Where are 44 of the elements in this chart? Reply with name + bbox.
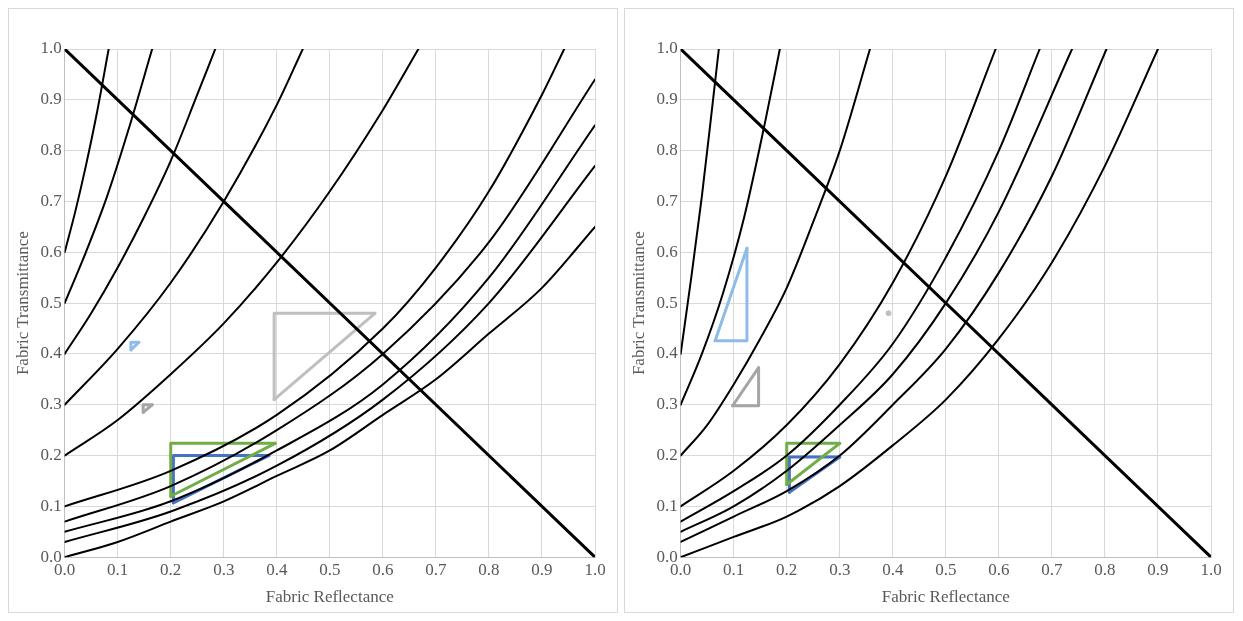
y-tick-label: 0.6	[656, 241, 678, 261]
y-tick-label: 0.9	[40, 89, 62, 109]
y-tick-label: 1.0	[656, 38, 678, 58]
x-tick-label: 0.1	[107, 559, 129, 579]
y-tick-label: 1.0	[40, 38, 62, 58]
x-tick-label: 0.3	[213, 559, 235, 579]
y-tick-label: 0.2	[40, 445, 62, 465]
y-tick-label: 0.3	[656, 394, 678, 414]
y-tick-label: 0.3	[40, 394, 62, 414]
y-tick-label: 0.7	[656, 190, 679, 210]
x-tick-label: 0.3	[829, 559, 851, 579]
x-tick-label: 0.8	[478, 559, 500, 579]
x-tick-label: 0.6	[988, 559, 1010, 579]
y-axis-title: Fabric Transmittance	[628, 231, 648, 376]
x-tick-label: 0.7	[425, 559, 448, 579]
x-tick-label: 0.4	[882, 559, 904, 579]
y-tick-label: 0.4	[40, 343, 63, 363]
y-tick-label: 0.1	[40, 495, 62, 515]
x-tick-label: 0.6	[372, 559, 394, 579]
y-tick-label: 0.6	[40, 241, 62, 261]
x-tick-label: 0.7	[1041, 559, 1064, 579]
y-tick-label: 0.9	[656, 89, 678, 109]
x-tick-label: 0.9	[1147, 559, 1169, 579]
x-tick-label: 0.4	[266, 559, 288, 579]
x-tick-label: 0.5	[935, 559, 957, 579]
x-tick-label: 0.8	[1094, 559, 1116, 579]
x-tick-label: 1.0	[584, 559, 606, 579]
x-tick-label: 0.1	[723, 559, 745, 579]
x-tick-label: 0.2	[776, 559, 798, 579]
y-axis-title: Fabric Transmittance	[12, 231, 32, 376]
y-tick-label: 0.8	[656, 140, 678, 160]
y-tick-label: 0.1	[656, 495, 678, 515]
x-tick-label: 1.0	[1200, 559, 1222, 579]
y-tick-label: 0.8	[40, 140, 62, 160]
y-tick-label: 0.5	[40, 292, 62, 312]
x-tick-label: 0.2	[160, 559, 182, 579]
y-tick-label: 0.4	[656, 343, 679, 363]
y-tick-label: 0.5	[656, 292, 678, 312]
y-tick-label: 0.2	[656, 445, 678, 465]
y-tick-label: 0.7	[40, 190, 63, 210]
x-tick-label: 0.5	[319, 559, 341, 579]
x-axis-title: Fabric Reflectance	[881, 587, 1010, 607]
x-tick-label: 0.9	[531, 559, 553, 579]
x-axis-title: Fabric Reflectance	[265, 587, 394, 607]
